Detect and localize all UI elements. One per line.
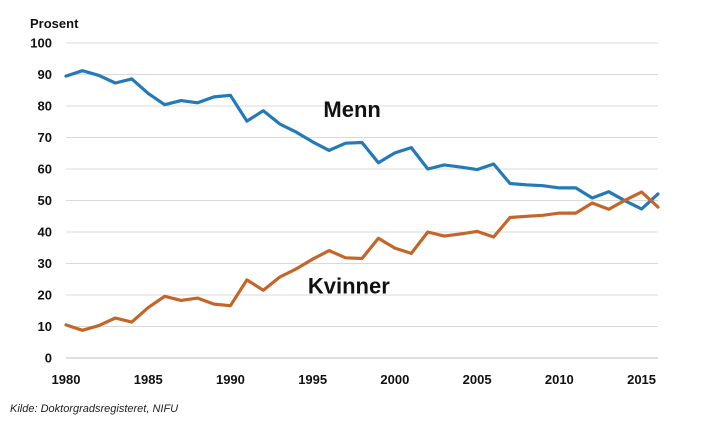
y-axis-label: Prosent (30, 16, 79, 31)
x-tick-label-1990: 1990 (216, 372, 245, 387)
y-axis-ticks: 0 10 20 30 40 50 60 70 80 90 100 (30, 36, 52, 366)
y-tick-label-20: 20 (38, 288, 52, 303)
x-axis-ticks: 1980 1985 1990 1995 2000 2005 2010 2015 (52, 372, 656, 387)
source-note: Kilde: Doktorgradsregisteret, NIFU (10, 403, 179, 415)
y-tick-label-30: 30 (38, 256, 52, 271)
x-tick-label-2010: 2010 (545, 372, 574, 387)
series-lines (64, 69, 660, 332)
series-line-kvinner (64, 190, 660, 332)
x-tick-label-2005: 2005 (463, 372, 492, 387)
x-tick-label-1995: 1995 (298, 372, 327, 387)
y-tick-label-70: 70 (38, 130, 52, 145)
x-tick-label-1985: 1985 (134, 372, 163, 387)
series-label-kvinner: Kvinner (308, 273, 390, 298)
y-tick-label-10: 10 (38, 319, 52, 334)
series-annotations: Menn Kvinner (308, 97, 390, 298)
y-tick-label-100: 100 (30, 36, 52, 51)
y-tick-label-90: 90 (38, 67, 52, 82)
y-tick-label-80: 80 (38, 99, 52, 114)
y-tick-label-0: 0 (45, 351, 52, 366)
y-tick-label-60: 60 (38, 162, 52, 177)
y-tick-label-50: 50 (38, 193, 52, 208)
series-line-menn (64, 69, 660, 211)
x-tick-label-2000: 2000 (380, 372, 409, 387)
y-tick-label-40: 40 (38, 225, 52, 240)
x-tick-label-2015: 2015 (627, 372, 656, 387)
x-tick-label-1980: 1980 (52, 372, 81, 387)
series-label-menn: Menn (323, 97, 380, 122)
